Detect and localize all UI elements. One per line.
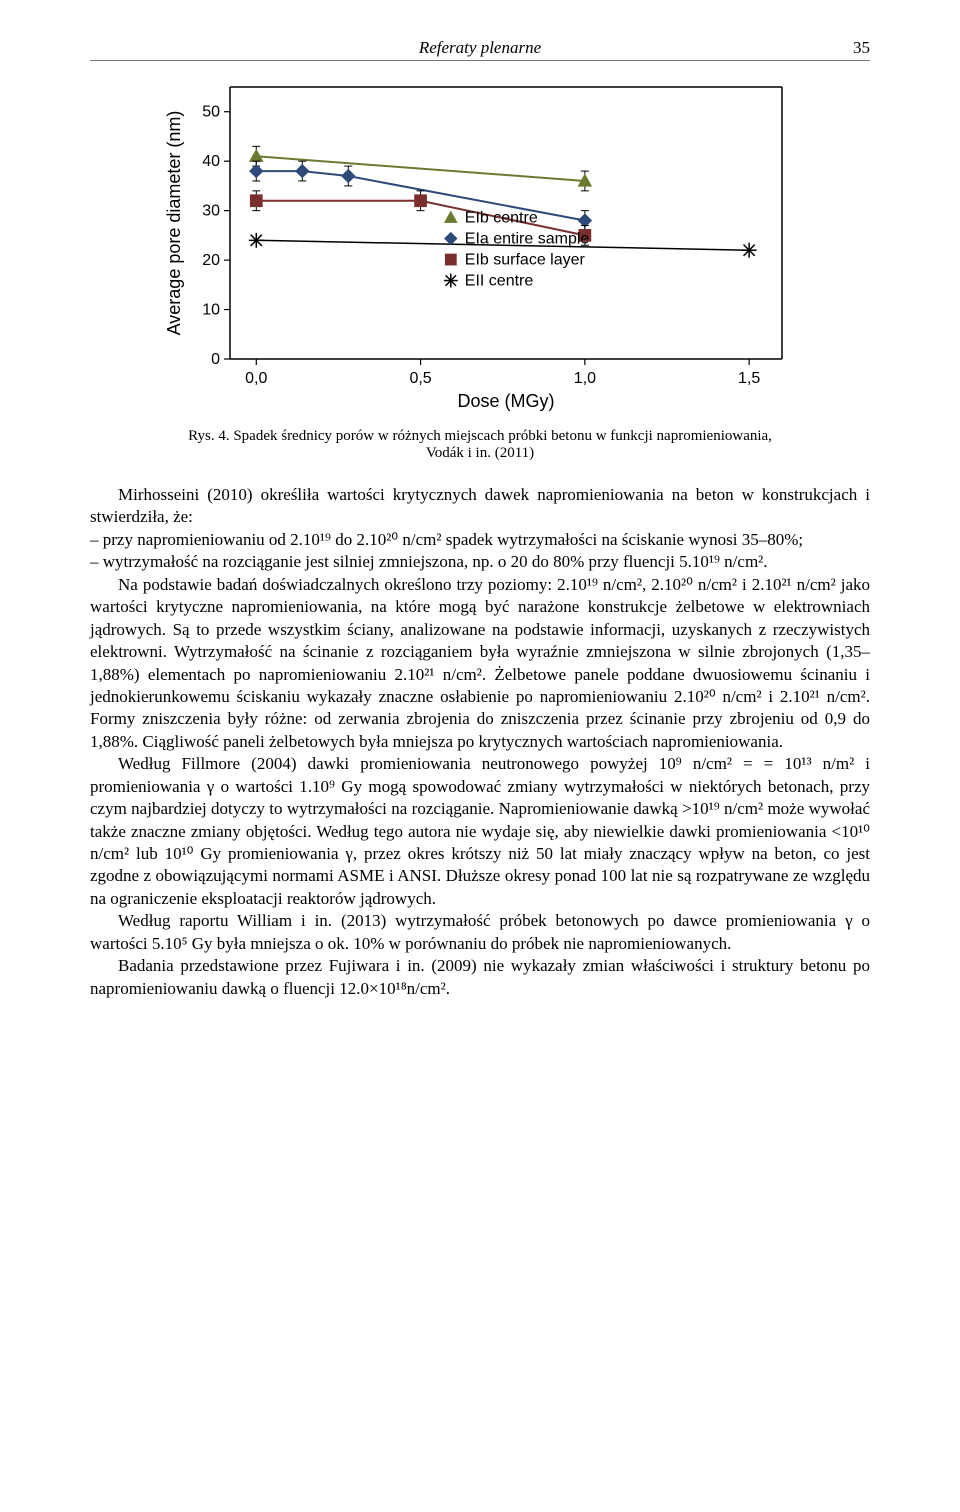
svg-text:50: 50: [202, 104, 220, 121]
svg-text:Dose (MGy): Dose (MGy): [457, 391, 554, 411]
svg-text:0: 0: [211, 351, 220, 368]
running-title: Referaty plenarne: [419, 38, 541, 57]
svg-text:EIa entire sample: EIa entire sample: [465, 231, 590, 248]
paragraph-1: Mirhosseini (2010) określiła wartości kr…: [90, 484, 870, 529]
pore-diameter-chart: 0 10 20 30 40 50 0,0 0,5 1,0 1,5 Dose (MGy) Average…: [160, 75, 800, 415]
svg-text:10: 10: [202, 302, 220, 319]
svg-text:40: 40: [202, 153, 220, 170]
svg-text:Average pore diameter (nm): Average pore diameter (nm): [164, 111, 184, 336]
svg-text:1,0: 1,0: [574, 370, 596, 387]
figure-4: 0 10 20 30 40 50 0,0 0,5 1,0 1,5 Dose (MGy) Average…: [160, 75, 800, 420]
svg-text:1,5: 1,5: [738, 370, 760, 387]
paragraph-5: Badania przedstawione przez Fujiwara i i…: [90, 955, 870, 1000]
svg-text:20: 20: [202, 252, 220, 269]
body-text: Mirhosseini (2010) określiła wartości kr…: [90, 484, 870, 1000]
svg-text:EIb centre: EIb centre: [465, 210, 538, 227]
paragraph-3: Według Fillmore (2004) dawki promieniowa…: [90, 753, 870, 910]
caption-line1: Rys. 4. Spadek średnicy porów w różnych …: [188, 428, 772, 444]
figure-caption: Rys. 4. Spadek średnicy porów w różnych …: [90, 428, 870, 462]
svg-text:0,5: 0,5: [409, 370, 431, 387]
paragraph-2: Na podstawie badań doświadczalnych okreś…: [90, 574, 870, 754]
svg-text:30: 30: [202, 203, 220, 220]
paragraph-4: Według raportu William i in. (2013) wytr…: [90, 910, 870, 955]
page-number: 35: [853, 38, 870, 58]
running-header: Referaty plenarne 35: [90, 38, 870, 61]
caption-line2: Vodák i in. (2011): [426, 445, 534, 461]
svg-text:EII centre: EII centre: [465, 273, 534, 290]
bullet-2: – wytrzymałość na rozciąganie jest silni…: [90, 551, 870, 573]
svg-text:0,0: 0,0: [245, 370, 267, 387]
svg-text:EIb surface layer: EIb surface layer: [465, 252, 586, 269]
bullet-1: – przy napromieniowaniu od 2.10¹⁹ do 2.1…: [90, 529, 870, 551]
